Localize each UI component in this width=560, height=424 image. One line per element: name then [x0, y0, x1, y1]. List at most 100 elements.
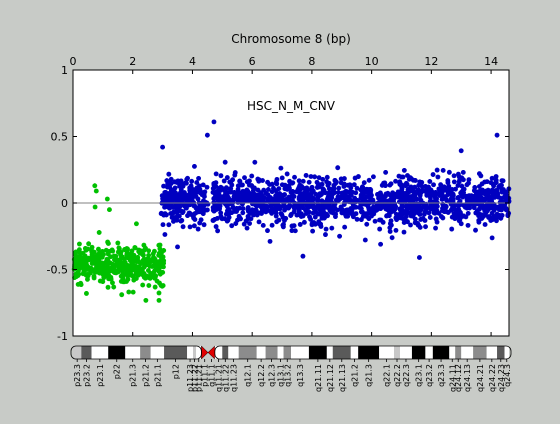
- data-point: [433, 192, 438, 198]
- data-point: [424, 187, 430, 193]
- data-point: [366, 205, 371, 210]
- data-point: [476, 206, 482, 212]
- data-point: [423, 204, 429, 210]
- data-point: [189, 196, 195, 202]
- data-point: [420, 216, 426, 221]
- data-point: [399, 188, 405, 193]
- data-point: [361, 180, 367, 186]
- data-point: [86, 241, 92, 247]
- data-point: [286, 205, 291, 211]
- data-point: [314, 179, 320, 185]
- data-point: [176, 195, 182, 201]
- data-point: [179, 181, 185, 186]
- data-point: [406, 176, 412, 182]
- data-point: [353, 211, 359, 217]
- data-point: [352, 175, 358, 181]
- data-point: [421, 211, 427, 217]
- data-point: [325, 205, 331, 211]
- data-point: [354, 216, 360, 222]
- data-point: [333, 179, 339, 185]
- data-points: [71, 119, 512, 303]
- data-point: [197, 220, 203, 226]
- data-point: [94, 264, 100, 269]
- data-point: [344, 189, 349, 194]
- data-point: [178, 190, 183, 195]
- data-point: [90, 260, 96, 266]
- data-point: [303, 173, 309, 178]
- band-label: q21.3: [365, 364, 374, 387]
- data-point: [475, 201, 481, 207]
- data-point: [265, 192, 271, 197]
- data-point: [105, 251, 111, 257]
- data-point: [497, 183, 503, 188]
- ideogram-band: [332, 346, 351, 359]
- data-point: [488, 199, 494, 205]
- y-tick-label: 0: [61, 197, 68, 210]
- data-point: [192, 203, 198, 209]
- data-point: [140, 282, 146, 288]
- data-point: [498, 195, 504, 201]
- data-point: [384, 207, 390, 213]
- data-point: [204, 132, 210, 138]
- data-point: [143, 245, 148, 251]
- data-point: [145, 260, 151, 266]
- data-point: [168, 202, 174, 208]
- data-point: [202, 199, 208, 205]
- data-point: [109, 247, 115, 253]
- data-point: [324, 174, 330, 180]
- data-point: [248, 210, 254, 216]
- data-point: [254, 212, 260, 218]
- ideogram-band: [91, 346, 109, 359]
- data-point: [316, 175, 322, 181]
- data-point: [326, 192, 332, 197]
- x-tick-label: 10: [365, 55, 379, 68]
- data-point: [488, 205, 494, 211]
- data-point: [301, 191, 307, 197]
- data-point: [128, 271, 134, 277]
- data-point: [355, 174, 361, 179]
- data-point: [195, 196, 201, 202]
- data-point: [343, 197, 349, 203]
- ideogram-band: [187, 346, 194, 359]
- data-point: [331, 183, 337, 188]
- data-point: [138, 261, 144, 267]
- data-point: [225, 217, 231, 223]
- data-point: [125, 273, 131, 279]
- data-point: [452, 216, 458, 222]
- data-point: [262, 204, 268, 210]
- data-point: [423, 184, 428, 189]
- band-label: p21.2: [141, 364, 150, 387]
- data-point: [129, 248, 135, 254]
- data-point: [118, 273, 124, 279]
- data-point: [427, 193, 433, 198]
- data-point: [193, 194, 199, 199]
- data-point: [282, 186, 288, 192]
- data-point: [211, 208, 217, 214]
- data-point: [463, 214, 469, 220]
- data-point: [466, 193, 472, 199]
- data-point: [422, 218, 428, 223]
- data-point: [397, 199, 402, 205]
- data-point: [160, 144, 165, 150]
- data-point: [213, 194, 219, 200]
- data-point: [326, 186, 332, 192]
- data-point: [273, 213, 279, 219]
- data-point: [282, 207, 287, 213]
- data-point: [244, 179, 250, 185]
- data-point: [292, 228, 298, 234]
- data-point: [178, 187, 184, 192]
- data-point: [455, 171, 461, 177]
- data-point: [400, 174, 406, 180]
- data-point: [172, 204, 178, 210]
- data-point: [502, 202, 508, 208]
- data-point: [272, 203, 278, 208]
- data-point: [414, 209, 419, 215]
- x-tick-label: 12: [424, 55, 438, 68]
- data-point: [342, 199, 348, 205]
- data-point: [229, 182, 235, 188]
- data-point: [353, 204, 359, 210]
- data-point: [116, 245, 122, 251]
- data-point: [364, 194, 370, 200]
- data-point: [287, 185, 292, 191]
- ideogram-band: [449, 346, 456, 359]
